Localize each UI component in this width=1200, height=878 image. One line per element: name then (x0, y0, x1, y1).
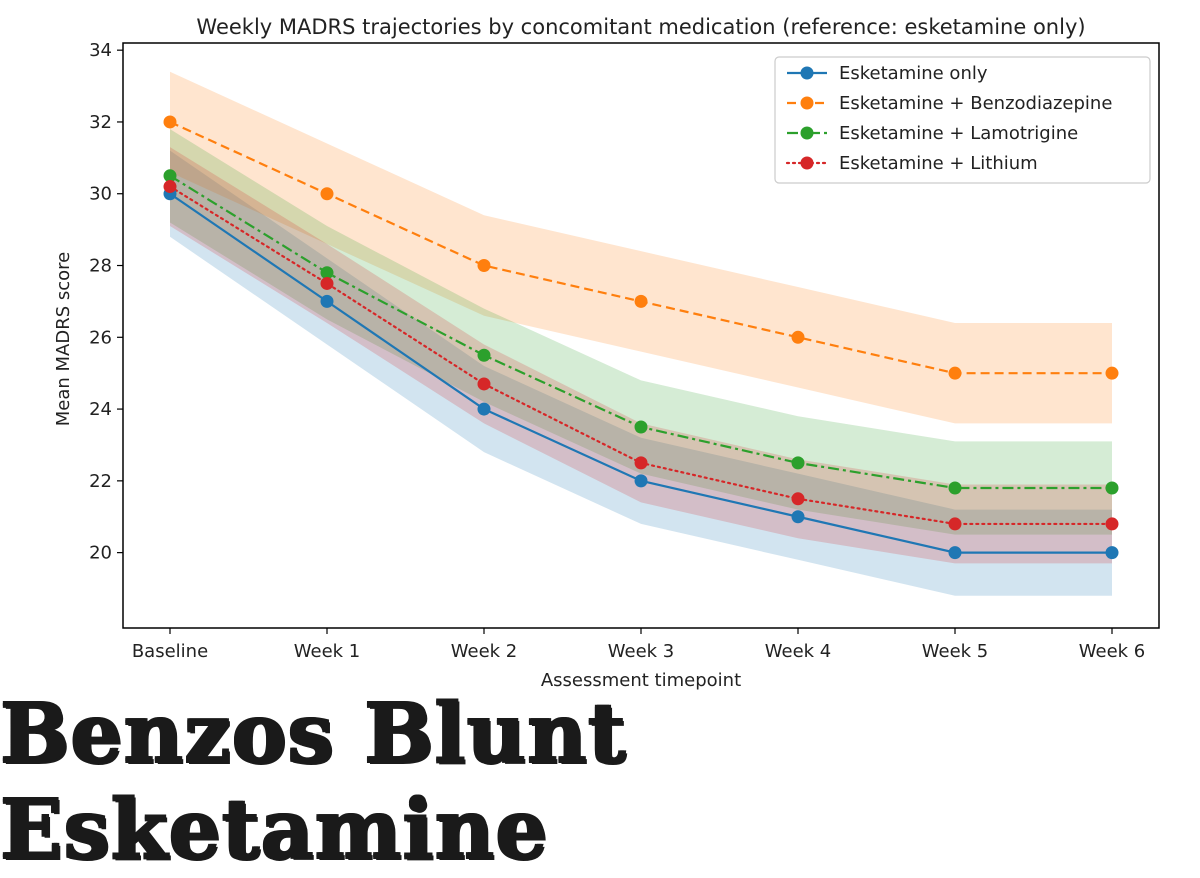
point-esketamine-benzodiazepine-baseline (163, 115, 177, 129)
point-esketamine-benzodiazepine-week-2 (477, 259, 491, 273)
point-esketamine-only-week-6 (1105, 546, 1119, 560)
point-esketamine-only-week-3 (634, 474, 648, 488)
band-esketamine-lamotrigine (170, 129, 1112, 535)
x-axis-label: Assessment timepoint (541, 670, 741, 691)
band-esketamine-benzodiazepine (170, 71, 1112, 424)
x-tick-label-week-2: Week 2 (451, 641, 518, 662)
point-esketamine-lamotrigine-week-3 (634, 420, 648, 434)
legend-marker-esketamine-benzodiazepine (800, 96, 814, 110)
point-esketamine-benzodiazepine-week-1 (320, 187, 334, 201)
point-esketamine-only-week-5 (948, 546, 962, 560)
point-esketamine-lamotrigine-week-6 (1105, 481, 1119, 495)
point-esketamine-benzodiazepine-week-6 (1105, 366, 1119, 380)
series-markers (163, 115, 1119, 560)
line-chart: Weekly MADRS trajectories by concomitant… (53, 15, 1160, 691)
point-esketamine-lithium-week-1 (320, 276, 334, 290)
point-esketamine-benzodiazepine-week-4 (791, 330, 805, 344)
legend-label-esketamine-lamotrigine: Esketamine + Lamotrigine (839, 123, 1078, 144)
x-tick-label-week-5: Week 5 (922, 641, 989, 662)
x-tick-label-baseline: Baseline (132, 641, 208, 662)
point-esketamine-benzodiazepine-week-3 (634, 294, 648, 308)
point-esketamine-only-week-4 (791, 510, 805, 524)
point-esketamine-lithium-week-2 (477, 377, 491, 391)
headline-caption: Benzos Blunt Esketamine (0, 686, 627, 878)
y-tick-label-26: 26 (89, 327, 112, 348)
y-axis-ticks: 20 22 24 26 28 30 32 34 (89, 40, 123, 564)
legend-label-esketamine-only: Esketamine only (839, 63, 988, 84)
chart-title: Weekly MADRS trajectories by concomitant… (196, 15, 1085, 39)
point-esketamine-lithium-week-3 (634, 456, 648, 470)
legend-label-esketamine-benzodiazepine: Esketamine + Benzodiazepine (839, 93, 1112, 114)
point-esketamine-lamotrigine-week-5 (948, 481, 962, 495)
point-esketamine-lithium-week-6 (1105, 517, 1119, 531)
y-tick-label-34: 34 (89, 40, 112, 61)
point-esketamine-lamotrigine-week-2 (477, 348, 491, 362)
point-esketamine-benzodiazepine-week-5 (948, 366, 962, 380)
point-esketamine-lamotrigine-week-1 (320, 266, 334, 280)
x-tick-label-week-1: Week 1 (294, 641, 361, 662)
x-tick-label-week-6: Week 6 (1079, 641, 1146, 662)
band-esketamine-only (170, 150, 1112, 596)
y-tick-label-30: 30 (89, 184, 112, 205)
y-tick-label-22: 22 (89, 471, 112, 492)
y-tick-label-28: 28 (89, 256, 112, 277)
point-esketamine-lithium-week-5 (948, 517, 962, 531)
legend-marker-esketamine-lamotrigine (800, 126, 814, 140)
point-esketamine-only-week-2 (477, 402, 491, 416)
x-axis-ticks: Baseline Week 1 Week 2 Week 3 Week 4 Week 5 We… (132, 628, 1145, 662)
point-esketamine-lamotrigine-week-4 (791, 456, 805, 470)
legend: Esketamine only Esketamine + Benzodiazepi… (774, 56, 1151, 184)
point-esketamine-lithium-week-4 (791, 492, 805, 506)
x-tick-label-week-3: Week 3 (608, 641, 675, 662)
legend-box (774, 56, 1151, 184)
y-tick-label-24: 24 (89, 399, 112, 420)
x-tick-label-week-4: Week 4 (765, 641, 832, 662)
point-esketamine-lithium-baseline (163, 180, 177, 194)
y-tick-label-20: 20 (89, 543, 112, 564)
legend-label-esketamine-lithium: Esketamine + Lithium (839, 153, 1038, 174)
point-esketamine-lamotrigine-baseline (163, 169, 177, 183)
legend-marker-esketamine-only (800, 66, 814, 80)
point-esketamine-only-week-1 (320, 294, 334, 308)
y-tick-label-32: 32 (89, 112, 112, 133)
y-axis-label: Mean MADRS score (53, 252, 74, 427)
legend-marker-esketamine-lithium (800, 156, 814, 170)
